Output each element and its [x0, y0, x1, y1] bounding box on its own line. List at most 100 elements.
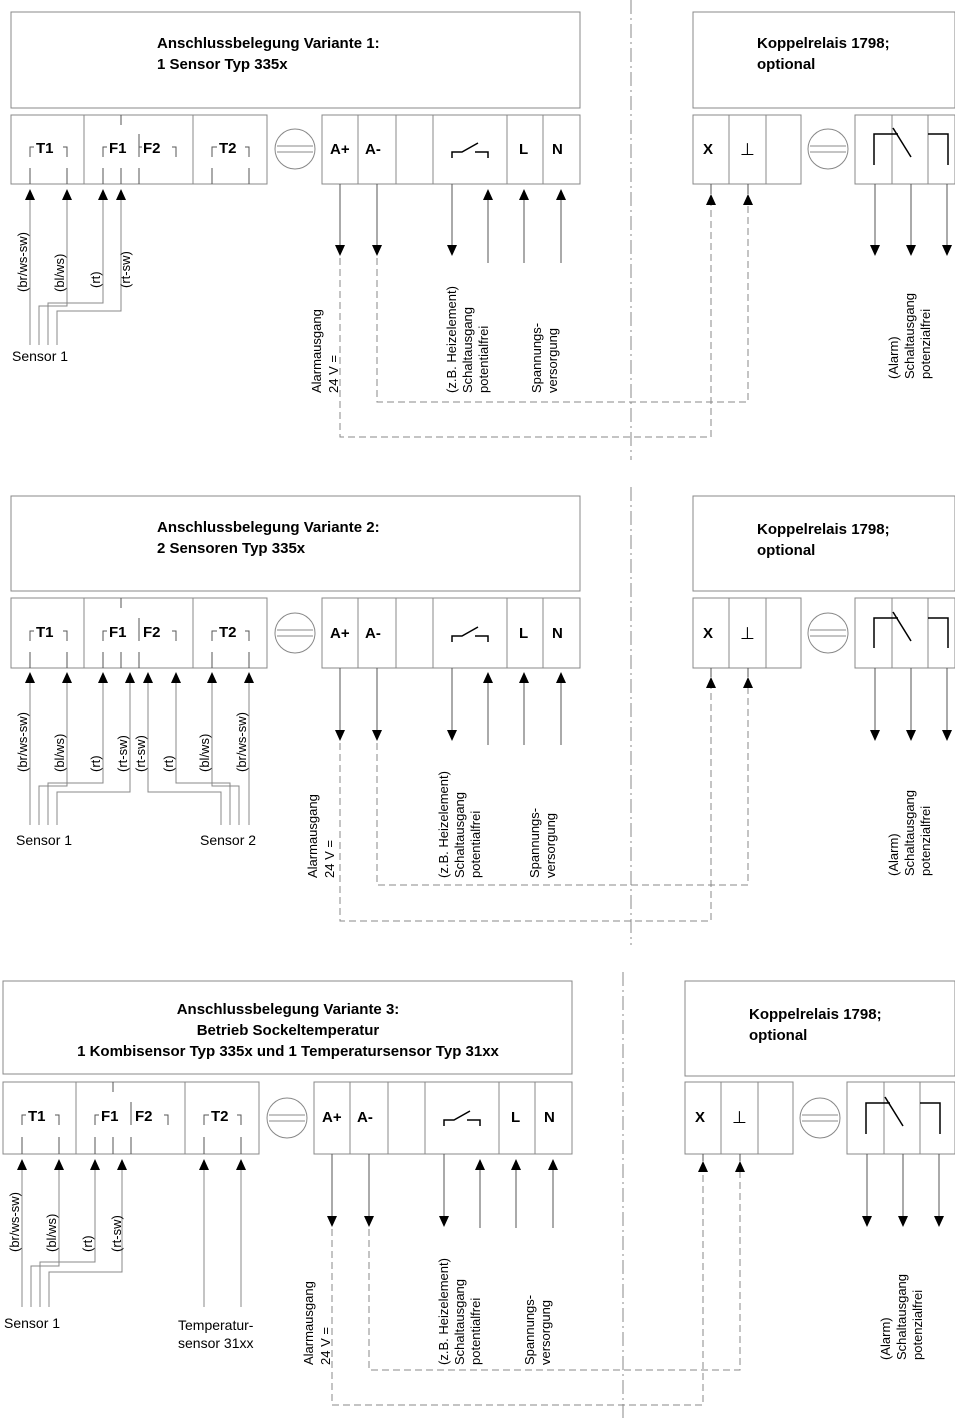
- variant-2-sensor-wires: [29, 683, 250, 825]
- variant-3-title-line-3: 1 Kombisensor Typ 335x und 1 Temperaturs…: [77, 1043, 499, 1060]
- supply-label-line-2: versorgung: [543, 813, 558, 878]
- wire-label-bl-ws-2: (bl/ws): [197, 734, 212, 772]
- variant-3-relay-dashed-wires: [331, 1172, 741, 1406]
- sensor-1-label: Sensor 1: [4, 1315, 60, 1331]
- terminal-label-n: N: [552, 141, 563, 158]
- terminal-label-a-plus: A+: [330, 141, 350, 158]
- relay-terminal-strip: [684, 1081, 955, 1155]
- switch-output-line-2: Schaltausgang: [452, 792, 467, 878]
- alarm-output-label: Alarmausgang: [301, 1281, 316, 1365]
- alarm-output-label: Alarmausgang: [305, 794, 320, 878]
- wire-label-br-ws-sw: (br/ws-sw): [7, 1192, 22, 1252]
- wire-label-bl-ws: (bl/ws): [52, 254, 67, 292]
- alarm-output-voltage: 24 V =: [318, 1327, 333, 1365]
- temperature-sensor-label-line-1: Temperatur-: [178, 1317, 254, 1333]
- wire-label-rt-sw-2: (rt-sw): [133, 735, 148, 772]
- relay-terminal-ground: ⊥: [732, 1108, 747, 1127]
- variant-2-terminal-tick-lines: [29, 598, 250, 668]
- wire-label-rt-2: (rt): [161, 755, 176, 772]
- terminal-label-f1: F1: [109, 140, 127, 157]
- relay-output-line-1: (Alarm): [886, 833, 901, 876]
- switch-output-line-2: Schaltausgang: [460, 307, 475, 393]
- variant-3-title-line-1: Anschlussbelegung Variante 3:: [177, 1001, 400, 1018]
- terminal-label-n: N: [552, 625, 563, 642]
- switch-output-line-2: Schaltausgang: [452, 1279, 467, 1365]
- fuse-icon: [266, 1097, 308, 1139]
- relay-terminal-strip: [692, 114, 955, 185]
- wire-label-rt: (rt): [88, 755, 103, 772]
- switch-output-line-1: (z.B. Heizelement): [436, 1258, 451, 1365]
- fuse-icon: [274, 128, 316, 170]
- supply-label-line-1: Spannungs-: [527, 808, 542, 878]
- relay-output-line-3: potenzialfrei: [918, 806, 933, 876]
- terminal-label-f2: F2: [143, 140, 161, 157]
- switch-contact-icon: [443, 1110, 481, 1126]
- variant-1-title-box: [10, 11, 581, 109]
- relay-terminal-strip: [692, 597, 955, 669]
- wire-label-bl-ws: (bl/ws): [52, 734, 67, 772]
- switch-output-line-3: potentialfrei: [476, 326, 491, 393]
- relay-title-box: [692, 11, 955, 109]
- relay-changeover-contact-icon: [873, 611, 949, 648]
- alarm-output-voltage: 24 V =: [322, 840, 337, 878]
- variant-3-terminal-tick-lines: [21, 1082, 242, 1154]
- variant-3-title-box: [2, 980, 573, 1075]
- variant-3-diagram: Anschlussbelegung Variante 3: Betrieb So…: [2, 972, 955, 1422]
- alarm-output-voltage: 24 V =: [326, 355, 341, 393]
- wire-label-rt-sw: (rt-sw): [118, 251, 133, 288]
- relay-output-line-3: potenzialfrei: [910, 1290, 925, 1360]
- terminal-label-n: N: [544, 1109, 555, 1126]
- terminal-label-a-minus: A-: [357, 1109, 373, 1126]
- switch-output-line-3: potentialfrei: [468, 1298, 483, 1365]
- relay-output-arrows: [706, 194, 952, 256]
- relay-output-wires: [710, 668, 948, 730]
- relay-output-arrows: [706, 677, 952, 741]
- variant-1-sensor-wires: [29, 200, 122, 345]
- supply-label-line-2: versorgung: [545, 328, 560, 393]
- relay-terminal-x: X: [703, 141, 713, 158]
- relay-output-wires: [874, 184, 948, 245]
- terminal-label-a-plus: A+: [330, 625, 350, 642]
- variant-2-title-box: [10, 495, 581, 592]
- supply-label-line-1: Spannungs-: [522, 1295, 537, 1365]
- terminal-label-t2: T2: [219, 624, 237, 641]
- variant-1-diagram: Anschlussbelegung Variante 1: 1 Sensor T…: [10, 0, 955, 460]
- relay-output-line-2: Schaltausgang: [894, 1274, 909, 1360]
- variant-3-output-wires: [331, 1154, 554, 1228]
- variant-3-output-arrows: [327, 1159, 558, 1227]
- variant-1-terminal-tick-lines: [29, 115, 250, 184]
- relay-terminal-x: X: [695, 1109, 705, 1126]
- relay-output-wires: [702, 1154, 940, 1216]
- wire-label-rt: (rt): [80, 1235, 95, 1252]
- temperature-sensor-label-line-2: sensor 31xx: [178, 1335, 253, 1351]
- relay-fuse-icon: [807, 612, 849, 654]
- sensor-1-label: Sensor 1: [12, 348, 68, 364]
- wire-label-bl-ws: (bl/ws): [44, 1214, 59, 1252]
- supply-label-line-2: versorgung: [538, 1300, 553, 1365]
- wire-label-br-ws-sw: (br/ws-sw): [15, 232, 30, 292]
- variant-2-sensor-arrows: [25, 672, 254, 683]
- relay-terminal-x: X: [703, 625, 713, 642]
- switch-output-line-1: (z.B. Heizelement): [444, 286, 459, 393]
- terminal-label-a-plus: A+: [322, 1109, 342, 1126]
- wire-label-rt: (rt): [88, 271, 103, 288]
- fuse-icon: [274, 612, 316, 654]
- relay-title-box: [692, 495, 955, 592]
- variant-2-output-arrows: [335, 672, 566, 741]
- terminal-label-a-minus: A-: [365, 625, 381, 642]
- variant-1-sensor-arrows: [25, 189, 126, 200]
- variant-3-sensor-arrows: [17, 1159, 246, 1170]
- variant-1-title-line-2: 1 Sensor Typ 335x: [157, 56, 288, 73]
- wire-label-br-ws-sw: (br/ws-sw): [15, 712, 30, 772]
- terminal-label-f2: F2: [135, 1108, 153, 1125]
- variant-2-output-wires: [339, 668, 562, 745]
- relay-output-line-2: Schaltausgang: [902, 293, 917, 379]
- wire-label-rt-sw: (rt-sw): [109, 1215, 124, 1252]
- variant-1-output-arrows: [335, 189, 566, 256]
- terminal-label-t1: T1: [28, 1108, 46, 1125]
- switch-contact-icon: [451, 142, 489, 158]
- variant-1-output-wires: [339, 184, 562, 263]
- relay-title-line-2: optional: [757, 56, 815, 73]
- relay-changeover-contact-icon: [873, 127, 949, 165]
- terminal-label-l: L: [519, 141, 528, 158]
